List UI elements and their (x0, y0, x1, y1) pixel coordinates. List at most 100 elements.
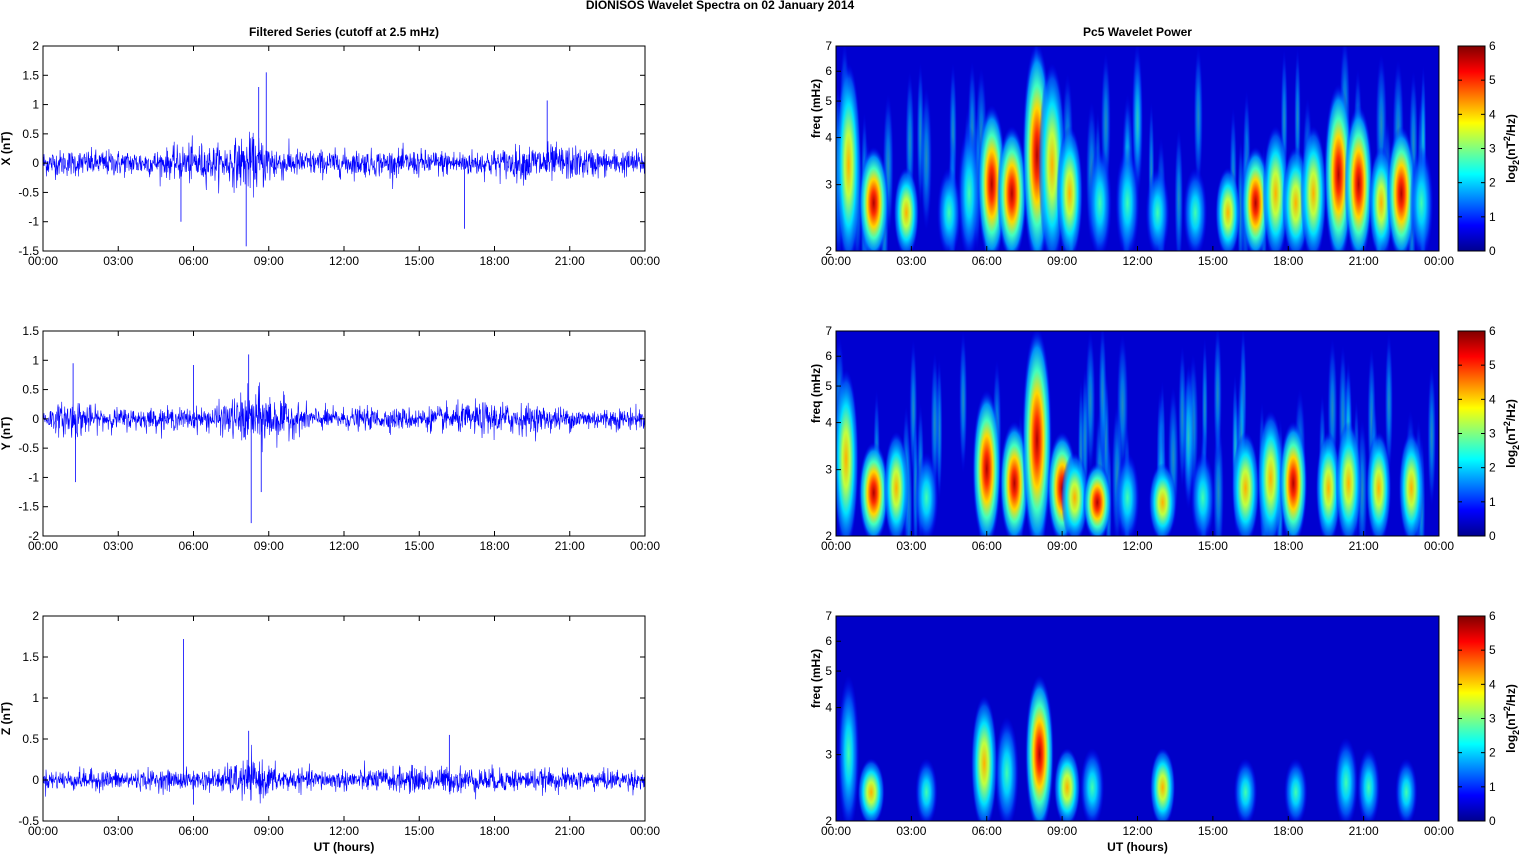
colorbar-gradient (1457, 45, 1486, 252)
series-line (42, 131, 646, 198)
power-event-21 (1344, 105, 1373, 251)
x-tick-label: 03:00 (103, 254, 133, 268)
x-tick-label: 03:00 (103, 539, 133, 553)
x-axis-label: UT (hours) (314, 840, 375, 854)
y-tick-label: 0.5 (22, 383, 39, 397)
x-tick-label: 12:00 (329, 824, 359, 838)
power-event-4 (937, 167, 962, 251)
power-event-16 (1241, 146, 1270, 251)
power-event-4 (914, 452, 939, 536)
panel-title: Filtered Series (cutoff at 2.5 mHz) (249, 25, 439, 39)
power-event-5 (994, 716, 1019, 821)
power-event-14 (1395, 758, 1418, 821)
y-tick-label: 6 (825, 64, 832, 78)
colorbar-tick-label: 5 (1489, 73, 1496, 87)
colorbar: 6 5 4 3 2 1 0 log2(nT2/Hz) (1457, 324, 1521, 543)
y-tick-label: 1.5 (22, 68, 39, 82)
x-tick-label: 06:00 (178, 254, 208, 268)
x-tick-label: 18:00 (479, 254, 509, 268)
colorbar-label: log2(nT2/Hz) (1502, 399, 1521, 468)
x-tick-label: 12:00 (1122, 539, 1152, 553)
power-event-9 (1150, 748, 1176, 821)
line-panel-1: 21.510.50-0.5-1-1.500:00 03:00 06:00 09:00 1… (0, 25, 660, 268)
y-tick-label: 5 (825, 664, 832, 678)
x-tick-label: 12:00 (1122, 824, 1152, 838)
power-event-16 (1279, 421, 1308, 536)
x-tick-label: 03:00 (103, 824, 133, 838)
power-event-19 (1300, 125, 1327, 251)
power-streak (1178, 345, 1187, 489)
x-tick-label: 21:00 (555, 539, 585, 553)
colorbar: 6 5 4 3 2 1 0 log2(nT2/Hz) (1457, 609, 1521, 828)
power-event-1 (836, 63, 862, 251)
power-event-12 (1334, 737, 1359, 821)
power-event-5 (972, 390, 1002, 536)
power-event-3 (893, 167, 919, 251)
power-event-18 (1335, 421, 1362, 536)
x-tick-label: 00:00 (1424, 824, 1454, 838)
colorbar-gradient (1457, 330, 1486, 537)
power-event-9 (1060, 452, 1089, 536)
x-tick-label: 15:00 (404, 539, 434, 553)
x-tick-label: 09:00 (1047, 824, 1077, 838)
power-streak (1193, 46, 1204, 190)
colorbar-gradient (1457, 615, 1486, 822)
y-tick-label: 1 (32, 353, 39, 367)
x-tick-label: 00:00 (1424, 254, 1454, 268)
x-tick-label: 12:00 (1122, 254, 1152, 268)
y-tick-label: 6 (825, 634, 832, 648)
power-event-15 (1215, 167, 1241, 251)
x-tick-label: 15:00 (404, 254, 434, 268)
power-event-7 (1022, 331, 1052, 536)
power-event-1 (836, 369, 859, 536)
heatmap-cells (837, 675, 1418, 821)
y-axis-label: freq (mHz) (809, 364, 823, 423)
y-tick-label: 2 (825, 814, 832, 828)
x-tick-label: 00:00 (1424, 539, 1454, 553)
y-tick-label: 2 (32, 609, 39, 623)
x-tick-label: 21:00 (555, 254, 585, 268)
y-tick-label: 4 (825, 416, 832, 430)
y-tick-label: 2 (825, 529, 832, 543)
x-tick-label: 03:00 (896, 254, 926, 268)
colorbar-tick-label: 6 (1489, 324, 1496, 338)
y-tick-label: 0 (32, 412, 39, 426)
colorbar-tick-label: 1 (1489, 780, 1496, 794)
power-event-13 (1190, 452, 1215, 536)
y-tick-label: 7 (825, 324, 832, 338)
y-tick-label: 0.5 (22, 732, 39, 746)
y-tick-label: -0.5 (18, 441, 39, 455)
x-axis-label: UT (hours) (1107, 840, 1168, 854)
y-tick-label: -0.5 (18, 185, 39, 199)
colorbar-tick-label: 2 (1489, 176, 1496, 190)
x-tick-label: 00:00 (630, 254, 660, 268)
colorbar-tick-label: 5 (1489, 358, 1496, 372)
y-tick-label: 0 (32, 773, 39, 787)
power-streak (1174, 127, 1184, 251)
line-panel-2: 1.510.50-0.5-1-1.5-200:00 03:00 06:00 09:00… (0, 324, 660, 553)
power-streak (920, 87, 933, 231)
power-event-23 (1386, 125, 1417, 251)
x-tick-label: 18:00 (1273, 824, 1303, 838)
x-tick-label: 09:00 (254, 824, 284, 838)
panel-title: Pc5 Wavelet Power (1083, 25, 1192, 39)
x-tick-label: 03:00 (896, 824, 926, 838)
power-event-6 (1025, 675, 1054, 821)
x-tick-label: 00:00 (821, 254, 851, 268)
y-tick-label: 3 (825, 748, 832, 762)
colorbar-tick-label: 0 (1489, 244, 1496, 258)
x-tick-label: 06:00 (972, 539, 1002, 553)
x-tick-label: 15:00 (1198, 539, 1228, 553)
x-tick-label: 12:00 (329, 539, 359, 553)
x-tick-label: 00:00 (28, 254, 58, 268)
x-tick-label: 09:00 (254, 539, 284, 553)
y-tick-label: 1 (32, 98, 39, 112)
colorbar-tick-label: 1 (1489, 210, 1496, 224)
colorbar-tick-label: 0 (1489, 529, 1496, 543)
colorbar-tick-label: 1 (1489, 495, 1496, 509)
colorbar-tick-label: 3 (1489, 712, 1496, 726)
power-event-12 (1115, 146, 1140, 251)
